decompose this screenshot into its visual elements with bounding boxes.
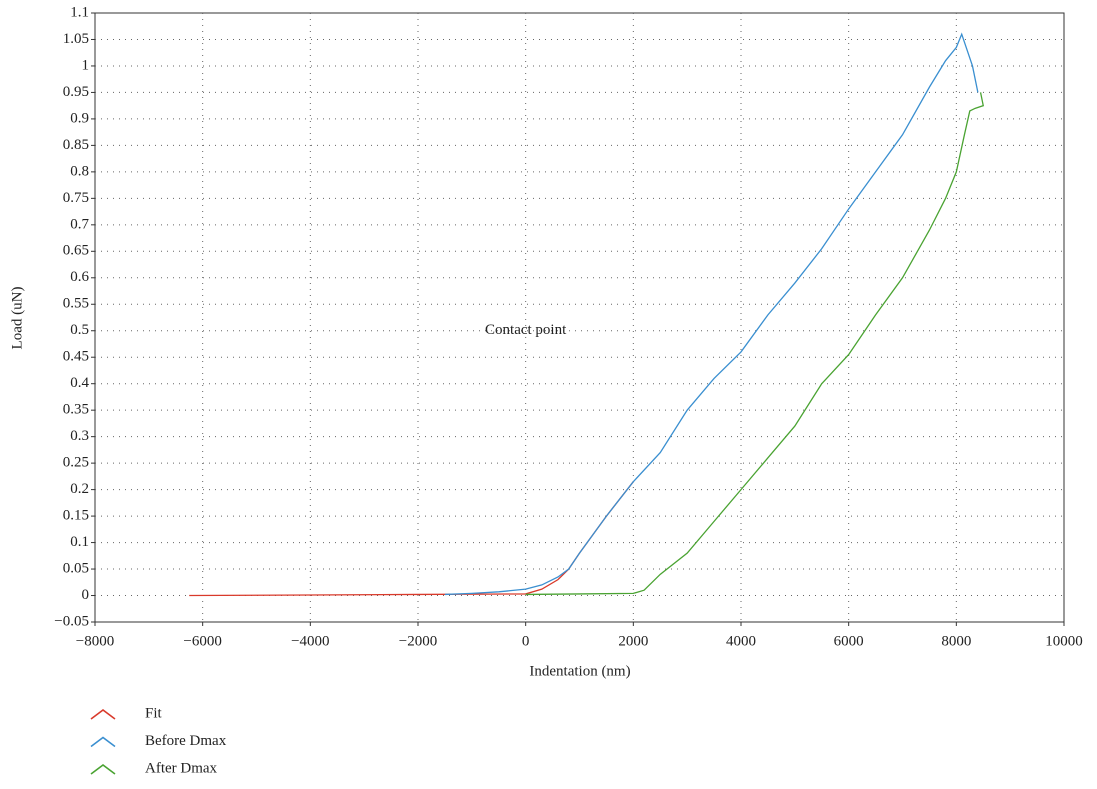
series-line bbox=[444, 32, 979, 596]
series-line bbox=[189, 481, 634, 597]
x-tick-label: 10000 bbox=[1045, 633, 1083, 649]
x-tick-label: −2000 bbox=[399, 633, 437, 649]
y-tick-label: 0.35 bbox=[63, 402, 89, 418]
y-tick-label: 0.2 bbox=[70, 481, 89, 497]
y-tick-label: 0.5 bbox=[70, 322, 89, 338]
x-axis-label: Indentation (nm) bbox=[529, 663, 630, 679]
y-tick-label: 0.7 bbox=[70, 216, 89, 232]
y-tick-label: −0.05 bbox=[54, 613, 89, 629]
x-tick-label: 0 bbox=[522, 633, 530, 649]
x-tick-label: −6000 bbox=[183, 633, 221, 649]
y-tick-label: 0.95 bbox=[63, 84, 89, 100]
legend-icon bbox=[90, 764, 116, 775]
series-line bbox=[525, 92, 985, 596]
legend-label: Before Dmax bbox=[145, 733, 227, 749]
y-tick-label: 0.75 bbox=[63, 190, 89, 206]
y-tick-label: 0 bbox=[82, 587, 90, 603]
y-tick-label: 0.55 bbox=[63, 296, 89, 312]
x-tick-label: −4000 bbox=[291, 633, 329, 649]
y-tick-label: 0.9 bbox=[70, 110, 89, 126]
legend-icon bbox=[90, 736, 116, 748]
legend-icon bbox=[90, 709, 116, 720]
x-tick-label: −8000 bbox=[76, 633, 114, 649]
y-tick-label: 0.3 bbox=[70, 428, 89, 444]
y-tick-label: 0.25 bbox=[63, 455, 89, 471]
x-tick-label: 4000 bbox=[726, 633, 756, 649]
y-tick-label: 1 bbox=[82, 57, 90, 73]
y-tick-label: 0.1 bbox=[70, 534, 89, 550]
y-tick-label: 0.65 bbox=[63, 243, 89, 259]
legend-label: Fit bbox=[145, 705, 163, 721]
y-tick-label: 0.05 bbox=[63, 560, 89, 576]
x-tick-label: 6000 bbox=[834, 633, 864, 649]
y-tick-label: 0.4 bbox=[70, 375, 89, 391]
x-tick-label: 2000 bbox=[618, 633, 648, 649]
y-tick-label: 0.45 bbox=[63, 349, 89, 365]
y-tick-label: 1.1 bbox=[70, 4, 89, 20]
plot-frame bbox=[94, 12, 1065, 623]
y-tick-label: 1.05 bbox=[63, 31, 89, 47]
legend-label: After Dmax bbox=[145, 760, 218, 776]
y-tick-label: 0.6 bbox=[70, 269, 89, 285]
y-axis-label: Load (uN) bbox=[9, 287, 25, 350]
y-tick-label: 0.85 bbox=[63, 137, 89, 153]
y-tick-label: 0.15 bbox=[63, 508, 89, 524]
annotation: Contact point bbox=[485, 322, 567, 338]
y-tick-label: 0.8 bbox=[70, 163, 89, 179]
x-tick-label: 8000 bbox=[941, 633, 971, 649]
